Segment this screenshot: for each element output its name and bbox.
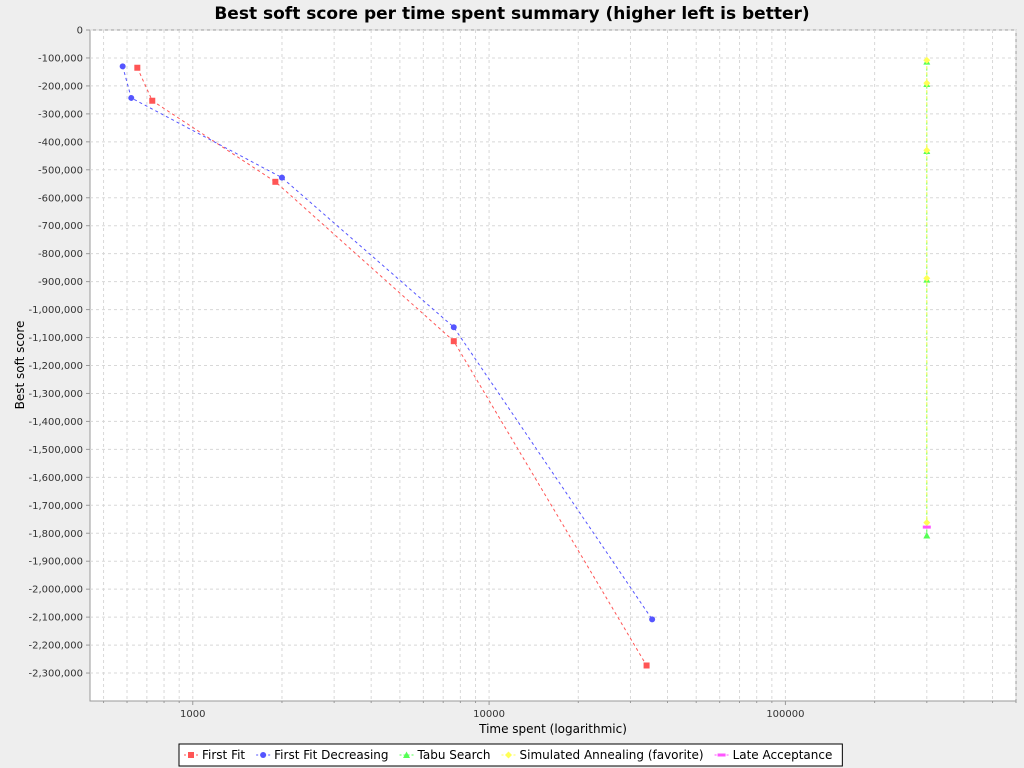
y-tick-label: -900,000 [38, 277, 83, 288]
data-point [922, 525, 931, 529]
legend: First Fit First Fit Decreasing Tabu Search… [178, 743, 843, 767]
series-layer [119, 56, 931, 669]
y-tick-label: -500,000 [38, 165, 83, 176]
legend-label: First Fit [202, 748, 245, 762]
legend-item: Tabu Search [399, 748, 491, 762]
y-tick-label: -300,000 [38, 109, 83, 120]
x-axis-ticks: 1000 10000 100000 [103, 701, 1017, 720]
data-point [450, 324, 457, 331]
y-axis-ticks: 0 -100,000 -200,000 -300,000 -400,000 -500,00… [28, 26, 90, 680]
y-axis-label: Best soft score [13, 321, 27, 410]
data-point [278, 174, 285, 181]
series-line [122, 66, 653, 620]
data-point [923, 146, 931, 154]
y-tick-label: -600,000 [38, 193, 83, 204]
y-tick-label: -200,000 [38, 81, 83, 92]
series [134, 64, 650, 669]
legend-marker [188, 752, 194, 758]
y-tick-label: -1,700,000 [28, 501, 83, 512]
legend-label: Late Acceptance [733, 748, 833, 762]
data-point [923, 56, 931, 64]
y-tick-label: -700,000 [38, 221, 83, 232]
y-tick-label: -1,800,000 [28, 529, 83, 540]
series [923, 56, 931, 527]
y-tick-label: -2,100,000 [28, 613, 83, 624]
data-point [119, 63, 126, 70]
y-tick-label: -2,200,000 [28, 641, 83, 652]
y-tick-label: -2,000,000 [28, 585, 83, 596]
data-point [149, 97, 156, 104]
y-tick-label: -1,400,000 [28, 417, 83, 428]
y-tick-label: -100,000 [38, 53, 83, 64]
data-point [128, 94, 135, 101]
legend-marker [260, 752, 267, 758]
y-tick-label: -1,100,000 [28, 333, 83, 344]
legend-label: Simulated Annealing (favorite) [520, 748, 704, 762]
legend-item: Simulated Annealing (favorite) [501, 748, 704, 762]
data-point [450, 338, 457, 345]
legend-items: First Fit First Fit Decreasing Tabu Search… [184, 748, 832, 762]
series [119, 63, 656, 623]
legend-marker [717, 753, 726, 757]
legend-item: Late Acceptance [714, 748, 833, 762]
y-tick-label: -1,200,000 [28, 361, 83, 372]
x-tick-label: 10000 [473, 709, 505, 720]
data-point [923, 79, 931, 87]
y-tick-label: -400,000 [38, 137, 83, 148]
legend-label: Tabu Search [417, 748, 491, 762]
legend-marker [403, 751, 411, 758]
data-point [923, 519, 931, 527]
data-point [134, 64, 141, 71]
legend-label: First Fit Decreasing [274, 748, 388, 762]
grid [90, 29, 1017, 701]
chart-title: Best soft score per time spent summary (… [214, 4, 809, 24]
y-tick-label: -2,300,000 [28, 669, 83, 680]
y-tick-label: -1,600,000 [28, 473, 83, 484]
legend-item: First Fit Decreasing [256, 748, 389, 762]
series [922, 525, 931, 529]
legend-marker [505, 751, 512, 759]
data-point [649, 616, 656, 623]
y-tick-label: -1,500,000 [28, 445, 83, 456]
x-axis-label: Time spent (logarithmic) [478, 722, 627, 736]
y-tick-label: -800,000 [38, 249, 83, 260]
x-tick-label: 1000 [180, 709, 205, 720]
series-line [136, 67, 648, 666]
data-point [923, 531, 931, 539]
x-tick-label: 100000 [766, 709, 804, 720]
y-tick-label: 0 [77, 26, 83, 37]
data-point [643, 662, 650, 669]
legend-item: First Fit [184, 748, 245, 762]
data-point [923, 274, 931, 282]
data-point [272, 178, 279, 185]
y-tick-label: -1,300,000 [28, 389, 83, 400]
y-tick-label: -1,900,000 [28, 557, 83, 568]
y-tick-label: -1,000,000 [28, 305, 83, 316]
